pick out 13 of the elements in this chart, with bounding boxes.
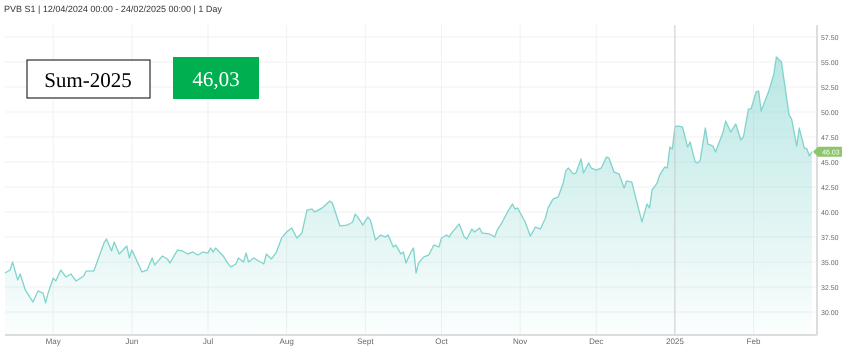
x-tick-label: Feb [746,337,761,346]
x-tick-label: Aug [280,337,294,346]
x-tick-label: Dec [589,337,604,346]
x-tick-label: Jun [125,337,138,346]
chart-title: PVB S1 | 12/04/2024 00:00 - 24/02/2025 00:00 | 1 Day [4,4,222,14]
annotation: 46,03 [192,67,240,91]
x-tick-label: Sept [357,337,374,346]
annotation: Sum-2025 [44,68,132,92]
x-tick-label: Jul [202,337,214,346]
x-tick-label: Oct [435,337,448,346]
x-tick-label: 2025 [666,337,684,346]
x-tick-label: May [46,337,61,346]
x-tick-label: Nov [512,337,528,346]
